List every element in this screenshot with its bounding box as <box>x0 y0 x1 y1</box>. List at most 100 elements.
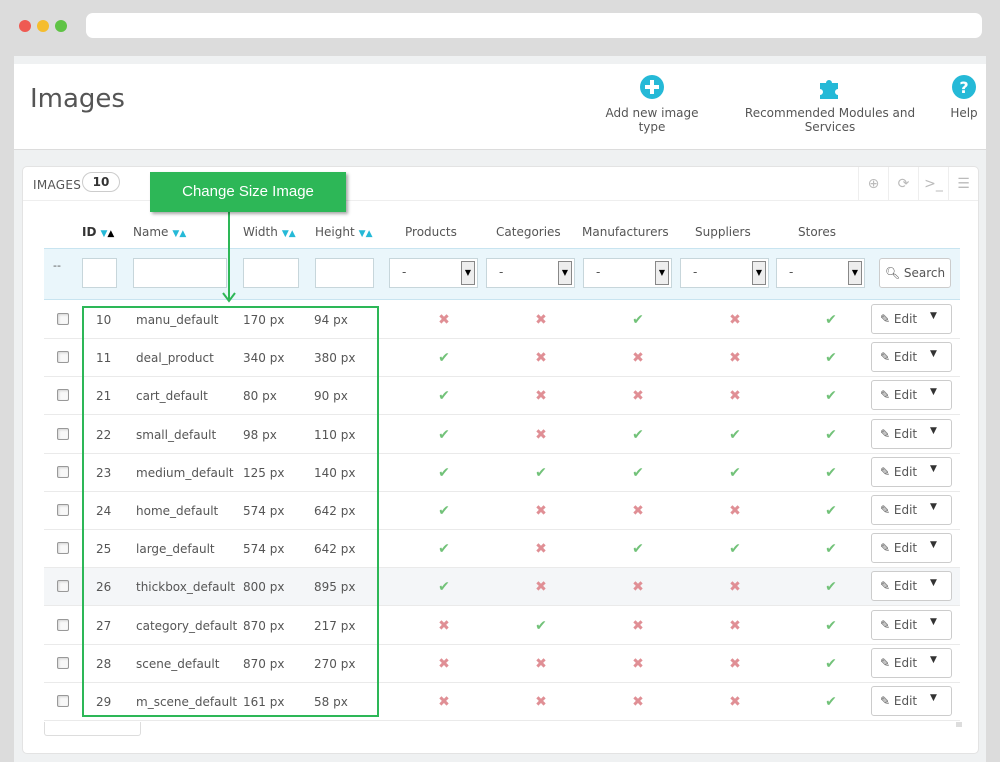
table-row[interactable]: 22 small_default 98 px 110 px ✔ ✖ ✔ ✔ ✔ ✎ Edit ▼ <box>44 416 960 454</box>
edit-button-group[interactable]: ✎ Edit ▼ <box>871 686 952 716</box>
search-icon: 🔍︎ <box>884 266 901 280</box>
table-row[interactable]: 11 deal_product 340 px 380 px ✔ ✖ ✖ ✖ ✔ ✎ Edit ▼ <box>44 339 960 378</box>
row-checkbox[interactable] <box>57 389 69 402</box>
table-row[interactable]: 23 medium_default 125 px 140 px ✔ ✔ ✔ ✔ ✔ ✎ Edit ▼ <box>44 454 960 492</box>
edit-button[interactable]: ✎ Edit <box>880 694 918 708</box>
chevron-down-icon[interactable]: ▼ <box>930 349 937 360</box>
edit-button[interactable]: ✎ Edit <box>880 579 918 594</box>
edit-button[interactable]: ✎ Edit <box>880 312 918 326</box>
chevron-down-icon[interactable]: ▼ <box>930 463 937 474</box>
row-checkbox[interactable] <box>57 504 69 516</box>
sort-icon[interactable]: ▼▲ <box>172 229 187 239</box>
edit-button[interactable]: ✎ Edit <box>880 464 918 479</box>
filter-width-input[interactable] <box>243 258 299 288</box>
maximize-window-dot[interactable] <box>55 20 67 32</box>
edit-button-group[interactable]: ✎ Edit ▼ <box>871 609 952 640</box>
close-window-dot[interactable] <box>19 20 31 32</box>
table-row[interactable]: 25 large_default 574 px 642 px ✔ ✖ ✔ ✔ ✔ ✎ Edit ▼ <box>44 530 960 569</box>
filter-name-input[interactable] <box>133 258 227 288</box>
plus-circle-icon <box>640 75 664 99</box>
col-header-id[interactable]: ID ▼▲ <box>82 225 115 239</box>
edit-button-group[interactable]: ✎ Edit ▼ <box>871 571 952 602</box>
edit-button[interactable]: ✎ Edit <box>880 503 918 517</box>
table-row[interactable]: 24 home_default 574 px 642 px ✔ ✖ ✖ ✖ ✔ ✎ Edit ▼ <box>44 492 960 530</box>
cross-icon: ✖ <box>535 312 547 328</box>
cell-name: thickbox_default <box>136 580 236 595</box>
row-checkbox[interactable] <box>57 542 69 555</box>
table-row[interactable]: 27 category_default 870 px 217 px ✖ ✔ ✖ ✖ ✔ ✎ Edi… <box>44 607 960 645</box>
table-row[interactable]: 28 scene_default 870 px 270 px ✖ ✖ ✖ ✖ ✔ ✎ Edit ▼ <box>44 645 960 683</box>
check-icon: ✔ <box>729 464 741 481</box>
row-checkbox[interactable] <box>57 580 69 593</box>
sort-icon[interactable]: ▼▲ <box>358 229 373 239</box>
cell-width: 800 px <box>243 580 285 595</box>
cross-icon: ✖ <box>535 350 547 367</box>
scrollbar[interactable] <box>956 722 962 727</box>
filter-suppliers-select[interactable]: - ▼ <box>680 258 769 288</box>
filter-stores-select[interactable]: - ▼ <box>776 258 865 288</box>
help-label: Help <box>950 106 978 120</box>
filter-categories-select[interactable]: - ▼ <box>486 258 575 288</box>
refresh-icon[interactable]: ⟳ <box>888 167 918 201</box>
edit-button-group[interactable]: ✎ Edit ▼ <box>871 418 952 449</box>
chevron-down-icon[interactable]: ▼ <box>930 578 937 589</box>
cell-height: 895 px <box>314 580 356 595</box>
row-checkbox[interactable] <box>57 313 69 325</box>
edit-button[interactable]: ✎ Edit <box>880 617 918 632</box>
filter-id-input[interactable] <box>82 258 117 288</box>
row-checkbox[interactable] <box>57 465 69 478</box>
pagination[interactable] <box>44 722 141 736</box>
col-header-name[interactable]: Name ▼▲ <box>133 225 187 239</box>
table-row[interactable]: 21 cart_default 80 px 90 px ✔ ✖ ✖ ✖ ✔ ✎ Edit ▼ <box>44 377 960 416</box>
table-row[interactable]: 29 m_scene_default 161 px 58 px ✖ ✖ ✖ ✖ ✔ ✎ Edit ▼ <box>44 683 960 721</box>
filter-height-input[interactable] <box>315 258 374 288</box>
check-icon: ✔ <box>535 464 547 481</box>
database-icon[interactable]: ☰ <box>948 167 978 201</box>
row-checkbox[interactable] <box>57 618 69 631</box>
chevron-down-icon[interactable]: ▼ <box>930 311 937 321</box>
edit-button[interactable]: ✎ Edit <box>880 655 918 670</box>
edit-button-group[interactable]: ✎ Edit ▼ <box>871 533 952 564</box>
edit-button-group[interactable]: ✎ Edit ▼ <box>871 495 952 525</box>
chevron-down-icon[interactable]: ▼ <box>930 425 937 436</box>
edit-button[interactable]: ✎ Edit <box>880 541 918 556</box>
address-bar[interactable] <box>86 13 982 38</box>
edit-button-group[interactable]: ✎ Edit ▼ <box>871 647 952 678</box>
filter-manufacturers-select[interactable]: - ▼ <box>583 258 672 288</box>
row-checkbox[interactable] <box>57 695 69 707</box>
chevron-down-icon[interactable]: ▼ <box>930 502 937 512</box>
pencil-icon: ✎ <box>880 464 894 479</box>
sort-icon[interactable]: ▼▲ <box>100 229 115 239</box>
table-row[interactable]: 10 manu_default 170 px 94 px ✖ ✖ ✔ ✖ ✔ ✎ Edit ▼ <box>44 301 960 339</box>
edit-button[interactable]: ✎ Edit <box>880 350 918 365</box>
col-header-height[interactable]: Height ▼▲ <box>315 225 373 239</box>
sort-icon[interactable]: ▼▲ <box>281 229 296 239</box>
cross-icon: ✖ <box>632 655 644 672</box>
chevron-down-icon[interactable]: ▼ <box>930 654 937 665</box>
chevron-down-icon[interactable]: ▼ <box>930 693 937 703</box>
pencil-icon: ✎ <box>880 503 894 517</box>
chevron-down-icon[interactable]: ▼ <box>930 387 937 398</box>
edit-button-group[interactable]: ✎ Edit ▼ <box>871 304 952 334</box>
col-header-width[interactable]: Width ▼▲ <box>243 225 296 239</box>
edit-button-group[interactable]: ✎ Edit ▼ <box>871 456 952 487</box>
chevron-down-icon[interactable]: ▼ <box>930 540 937 551</box>
help-button[interactable]: ? Help <box>944 74 984 120</box>
edit-button[interactable]: ✎ Edit <box>880 388 918 403</box>
recommended-modules-button[interactable]: Recommended Modules and Services <box>721 74 939 134</box>
edit-button[interactable]: ✎ Edit <box>880 426 918 441</box>
minimize-window-dot[interactable] <box>37 20 49 32</box>
chevron-down-icon[interactable]: ▼ <box>930 616 937 627</box>
row-checkbox[interactable] <box>57 427 69 440</box>
add-icon[interactable]: ⊕ <box>858 167 888 201</box>
filter-products-select[interactable]: - ▼ <box>389 258 478 288</box>
row-checkbox[interactable] <box>57 351 69 364</box>
row-checkbox[interactable] <box>57 656 69 669</box>
edit-button-group[interactable]: ✎ Edit ▼ <box>871 380 952 411</box>
sql-query-icon[interactable]: >_ <box>918 167 948 201</box>
edit-button-group[interactable]: ✎ Edit ▼ <box>871 342 952 373</box>
search-button[interactable]: 🔍︎ Search <box>879 258 951 288</box>
add-image-type-button[interactable]: Add new image type <box>592 74 712 134</box>
table-row[interactable]: 26 thickbox_default 800 px 895 px ✔ ✖ ✖ ✖ ✔ ✎ Edi… <box>44 568 960 607</box>
cell-height: 110 px <box>314 427 356 442</box>
